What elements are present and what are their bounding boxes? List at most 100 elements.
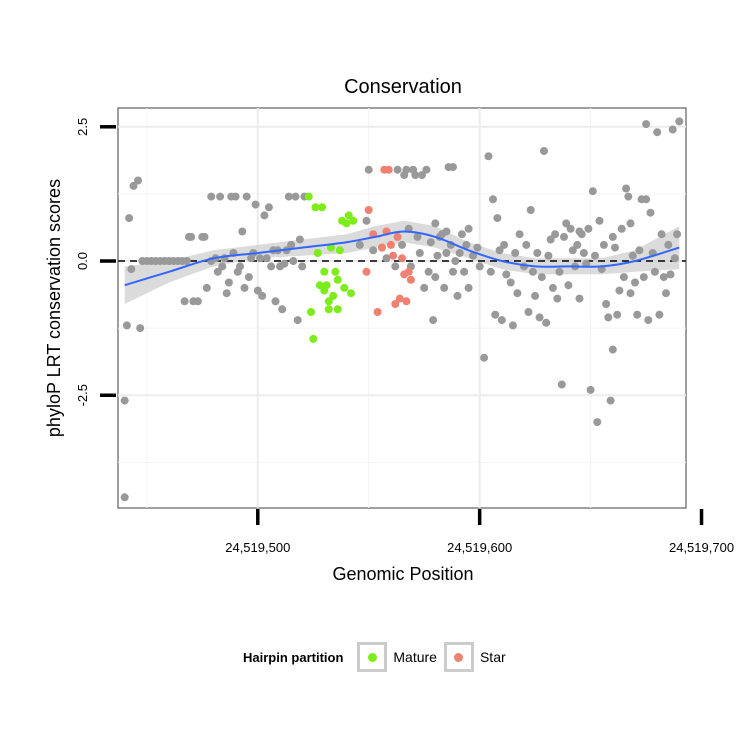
point-other	[440, 283, 449, 292]
point-other	[608, 232, 617, 241]
point-other	[442, 227, 451, 236]
point-other	[548, 283, 557, 292]
point-other	[393, 165, 402, 174]
point-other	[442, 249, 451, 257]
legend-dot-mature	[367, 652, 377, 662]
point-mature	[322, 281, 331, 290]
point-other	[462, 240, 471, 249]
y-axis-ticks: -2.5 0.0 2.5	[75, 118, 116, 406]
point-other	[502, 270, 511, 279]
point-other	[675, 117, 684, 126]
point-mature	[349, 216, 358, 225]
point-other	[653, 128, 662, 137]
point-other	[642, 120, 651, 129]
point-other	[267, 262, 276, 271]
point-star	[389, 251, 398, 260]
point-other	[253, 286, 262, 295]
point-other	[673, 230, 682, 239]
point-other	[289, 257, 298, 265]
point-other	[599, 240, 608, 249]
point-other	[200, 232, 209, 241]
point-other	[222, 289, 231, 298]
point-mature	[327, 243, 335, 252]
point-other	[449, 163, 457, 172]
point-mature	[313, 249, 322, 257]
legend-item-mature: Mature	[357, 642, 437, 672]
point-other	[555, 267, 564, 276]
y-tick-label: 0.0	[75, 252, 90, 270]
point-mature	[320, 267, 329, 276]
point-mature	[340, 283, 349, 292]
point-other	[382, 254, 391, 263]
point-other	[122, 321, 131, 330]
x-axis-ticks: 24,519,500 24,519,600 24,519,700	[225, 509, 734, 555]
point-other	[469, 251, 477, 260]
point-other	[531, 291, 540, 300]
point-other	[500, 240, 509, 249]
point-other	[460, 267, 469, 276]
point-other	[238, 227, 247, 236]
point-other	[642, 195, 651, 204]
point-other	[287, 240, 296, 249]
point-other	[464, 224, 473, 233]
point-mature	[318, 203, 327, 212]
point-star	[391, 300, 400, 308]
point-other	[260, 211, 269, 220]
point-mature	[342, 219, 351, 228]
smooth-line	[124, 230, 680, 287]
point-other	[453, 291, 462, 300]
point-other	[575, 294, 584, 303]
point-other	[216, 192, 225, 201]
point-other	[182, 257, 191, 265]
point-other	[497, 316, 506, 325]
point-star	[386, 240, 395, 249]
point-other	[619, 273, 628, 282]
point-other	[551, 230, 560, 239]
point-other	[615, 286, 624, 295]
point-other	[420, 283, 429, 292]
x-tick-label: 24,519,700	[669, 540, 734, 555]
point-other	[489, 195, 497, 204]
point-other	[644, 316, 653, 325]
y-tick-label: -2.5	[75, 384, 90, 406]
point-other	[668, 125, 677, 134]
point-other	[278, 305, 287, 314]
point-other	[542, 318, 551, 327]
point-mature	[331, 267, 340, 276]
point-other	[449, 267, 457, 276]
y-tick-label: 2.5	[75, 118, 90, 136]
point-other	[256, 254, 264, 263]
point-other	[136, 324, 145, 333]
point-other	[657, 230, 666, 239]
point-other	[355, 240, 364, 249]
point-other	[291, 192, 300, 201]
point-other	[624, 192, 633, 201]
point-other	[666, 270, 675, 279]
point-other	[635, 246, 644, 255]
point-other	[544, 251, 553, 260]
point-other	[506, 278, 515, 287]
point-other	[180, 297, 189, 306]
point-other	[511, 249, 520, 257]
point-other	[611, 243, 619, 252]
point-other	[242, 192, 251, 201]
point-other	[120, 493, 129, 502]
point-mature	[309, 334, 318, 343]
legend-title: Hairpin partition	[243, 649, 344, 665]
point-mature	[311, 203, 320, 212]
point-other	[617, 224, 626, 233]
point-other	[662, 289, 670, 298]
point-other	[218, 262, 227, 271]
point-mature	[333, 275, 342, 284]
point-mature	[324, 305, 333, 314]
point-other	[415, 249, 424, 257]
point-other	[455, 249, 464, 257]
point-other	[573, 240, 582, 249]
plot-panel	[117, 107, 687, 509]
point-mature	[304, 192, 313, 201]
point-other	[433, 251, 442, 260]
x-tick-label: 24,519,500	[225, 540, 290, 555]
point-other	[655, 310, 664, 319]
point-other	[626, 289, 635, 298]
